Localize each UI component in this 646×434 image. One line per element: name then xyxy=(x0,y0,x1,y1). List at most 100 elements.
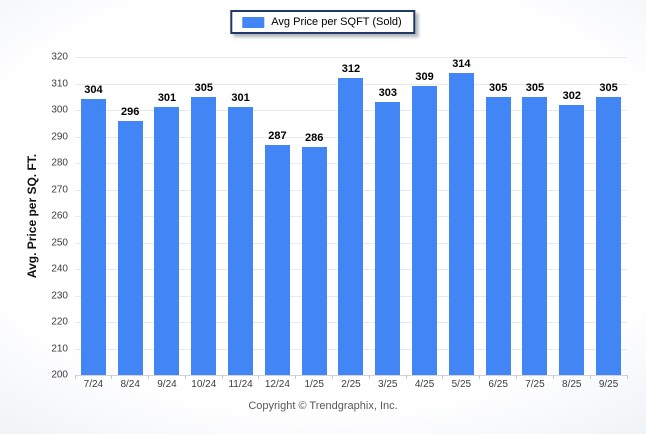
y-axis-tick-labels: 320 310 300 290 280 270 260 250 240 230 220 210 200 xyxy=(0,52,68,381)
x-axis-label: 7/25 xyxy=(525,379,545,390)
bar-group: 301 xyxy=(149,92,186,375)
bar-group: 309 xyxy=(406,71,443,375)
bar xyxy=(485,96,511,375)
x-tick-mark xyxy=(552,375,554,379)
bar xyxy=(448,72,474,375)
y-tick-label: 260 xyxy=(51,210,68,222)
x-axis-label: 1/25 xyxy=(304,379,324,390)
x-axis-label: 12/24 xyxy=(264,379,290,390)
bar xyxy=(338,78,364,375)
bar-group: 304 xyxy=(75,84,112,375)
x-axis-label: 8/24 xyxy=(120,379,140,390)
bar-value-label: 309 xyxy=(415,71,434,84)
bar xyxy=(301,147,327,375)
bar-value-label: 296 xyxy=(121,105,140,118)
x-tick-mark xyxy=(479,375,481,379)
x-tick-mark xyxy=(111,375,113,379)
x-tick-mark xyxy=(516,375,518,379)
x-tick-mark xyxy=(295,375,297,379)
bar-group: 302 xyxy=(553,90,590,375)
bar-value-label: 286 xyxy=(305,132,324,145)
bar xyxy=(596,96,622,375)
y-tick-label: 210 xyxy=(51,343,68,354)
bar xyxy=(412,86,438,375)
bar xyxy=(375,102,401,375)
bar-group: 296 xyxy=(112,106,149,375)
x-axis-label: 8/25 xyxy=(562,379,582,390)
bar-value-label: 314 xyxy=(452,57,471,70)
legend-label: Avg Price per SQFT (Sold) xyxy=(271,16,402,28)
y-tick-label: 200 xyxy=(51,369,68,381)
y-tick-label: 280 xyxy=(51,157,68,169)
bar-series: 304 296 301 305 301 287 286 312 303 309 314 305 305 3… xyxy=(75,57,627,375)
x-tick-mark xyxy=(405,375,407,379)
y-tick-label: 230 xyxy=(51,290,68,301)
x-axis-label: 11/24 xyxy=(228,379,253,390)
x-tick-mark xyxy=(148,375,150,379)
bar-value-label: 305 xyxy=(599,81,618,94)
y-tick-label: 300 xyxy=(51,104,68,116)
legend: Avg Price per SQFT (Sold) xyxy=(230,10,416,34)
x-axis-label: 2/25 xyxy=(341,379,361,390)
y-tick-label: 290 xyxy=(51,131,68,142)
x-axis-label: 4/25 xyxy=(414,379,435,390)
y-tick-label: 310 xyxy=(51,78,68,89)
x-tick-mark xyxy=(332,375,334,379)
y-tick-label: 220 xyxy=(51,316,68,328)
bar-value-label: 301 xyxy=(231,92,250,105)
bar-value-label: 312 xyxy=(341,63,361,76)
gridline xyxy=(75,57,627,58)
bar xyxy=(117,120,143,375)
x-tick-mark xyxy=(442,375,444,379)
bar-value-label: 304 xyxy=(84,84,103,97)
bar-group: 301 xyxy=(222,92,259,375)
bar-value-label: 302 xyxy=(562,89,581,102)
y-tick-label: 240 xyxy=(51,263,68,275)
bar-value-label: 305 xyxy=(194,81,213,94)
bar xyxy=(154,107,180,375)
x-axis-label: 9/24 xyxy=(157,379,177,390)
x-tick-mark xyxy=(74,375,76,379)
x-axis-label: 10/24 xyxy=(191,379,217,390)
bar-group: 305 xyxy=(185,82,222,375)
x-axis-labels: 7/24 8/24 9/24 10/24 11/24 12/24 1/25 2/25 3/25 4… xyxy=(75,379,627,390)
x-tick-mark xyxy=(589,375,591,379)
y-tick-label: 250 xyxy=(51,237,68,248)
bar-value-label: 303 xyxy=(378,87,397,100)
x-axis-label: 7/24 xyxy=(83,379,104,390)
bar xyxy=(559,104,585,375)
bar-value-label: 301 xyxy=(157,92,177,105)
copyright-text: Copyright © Trendgraphix, Inc. xyxy=(248,400,398,412)
bar xyxy=(191,96,217,375)
bar-group: 287 xyxy=(259,129,296,375)
bar xyxy=(228,107,254,375)
plot-area: 304 296 301 305 301 287 286 312 303 309 314 305 305 3… xyxy=(74,57,628,379)
bar-group: 305 xyxy=(590,82,627,375)
y-tick-label: 320 xyxy=(51,51,68,63)
x-axis-label: 5/25 xyxy=(451,379,472,390)
y-tick-label: 270 xyxy=(51,184,68,195)
bar xyxy=(264,144,290,375)
bar xyxy=(522,96,548,375)
bar-group: 305 xyxy=(517,82,554,375)
bar-value-label: 305 xyxy=(525,81,545,94)
x-tick-mark xyxy=(626,375,628,379)
x-tick-mark xyxy=(221,375,223,379)
x-tick-mark xyxy=(184,375,186,379)
bar-value-label: 287 xyxy=(268,129,287,142)
bar-group: 305 xyxy=(480,82,517,375)
x-tick-mark xyxy=(258,375,260,379)
bar-group: 314 xyxy=(443,58,480,375)
x-axis-label: 3/25 xyxy=(378,379,398,390)
legend-swatch-icon xyxy=(242,16,265,28)
x-axis-label: 9/25 xyxy=(598,379,619,390)
bar-group: 303 xyxy=(369,87,406,375)
gridline xyxy=(75,375,627,376)
x-axis-label: 6/25 xyxy=(488,379,508,390)
bar-group: 286 xyxy=(296,132,333,375)
x-tick-mark xyxy=(368,375,370,379)
bar xyxy=(80,99,106,375)
bar-group: 312 xyxy=(333,63,370,375)
bar-value-label: 305 xyxy=(488,81,508,94)
